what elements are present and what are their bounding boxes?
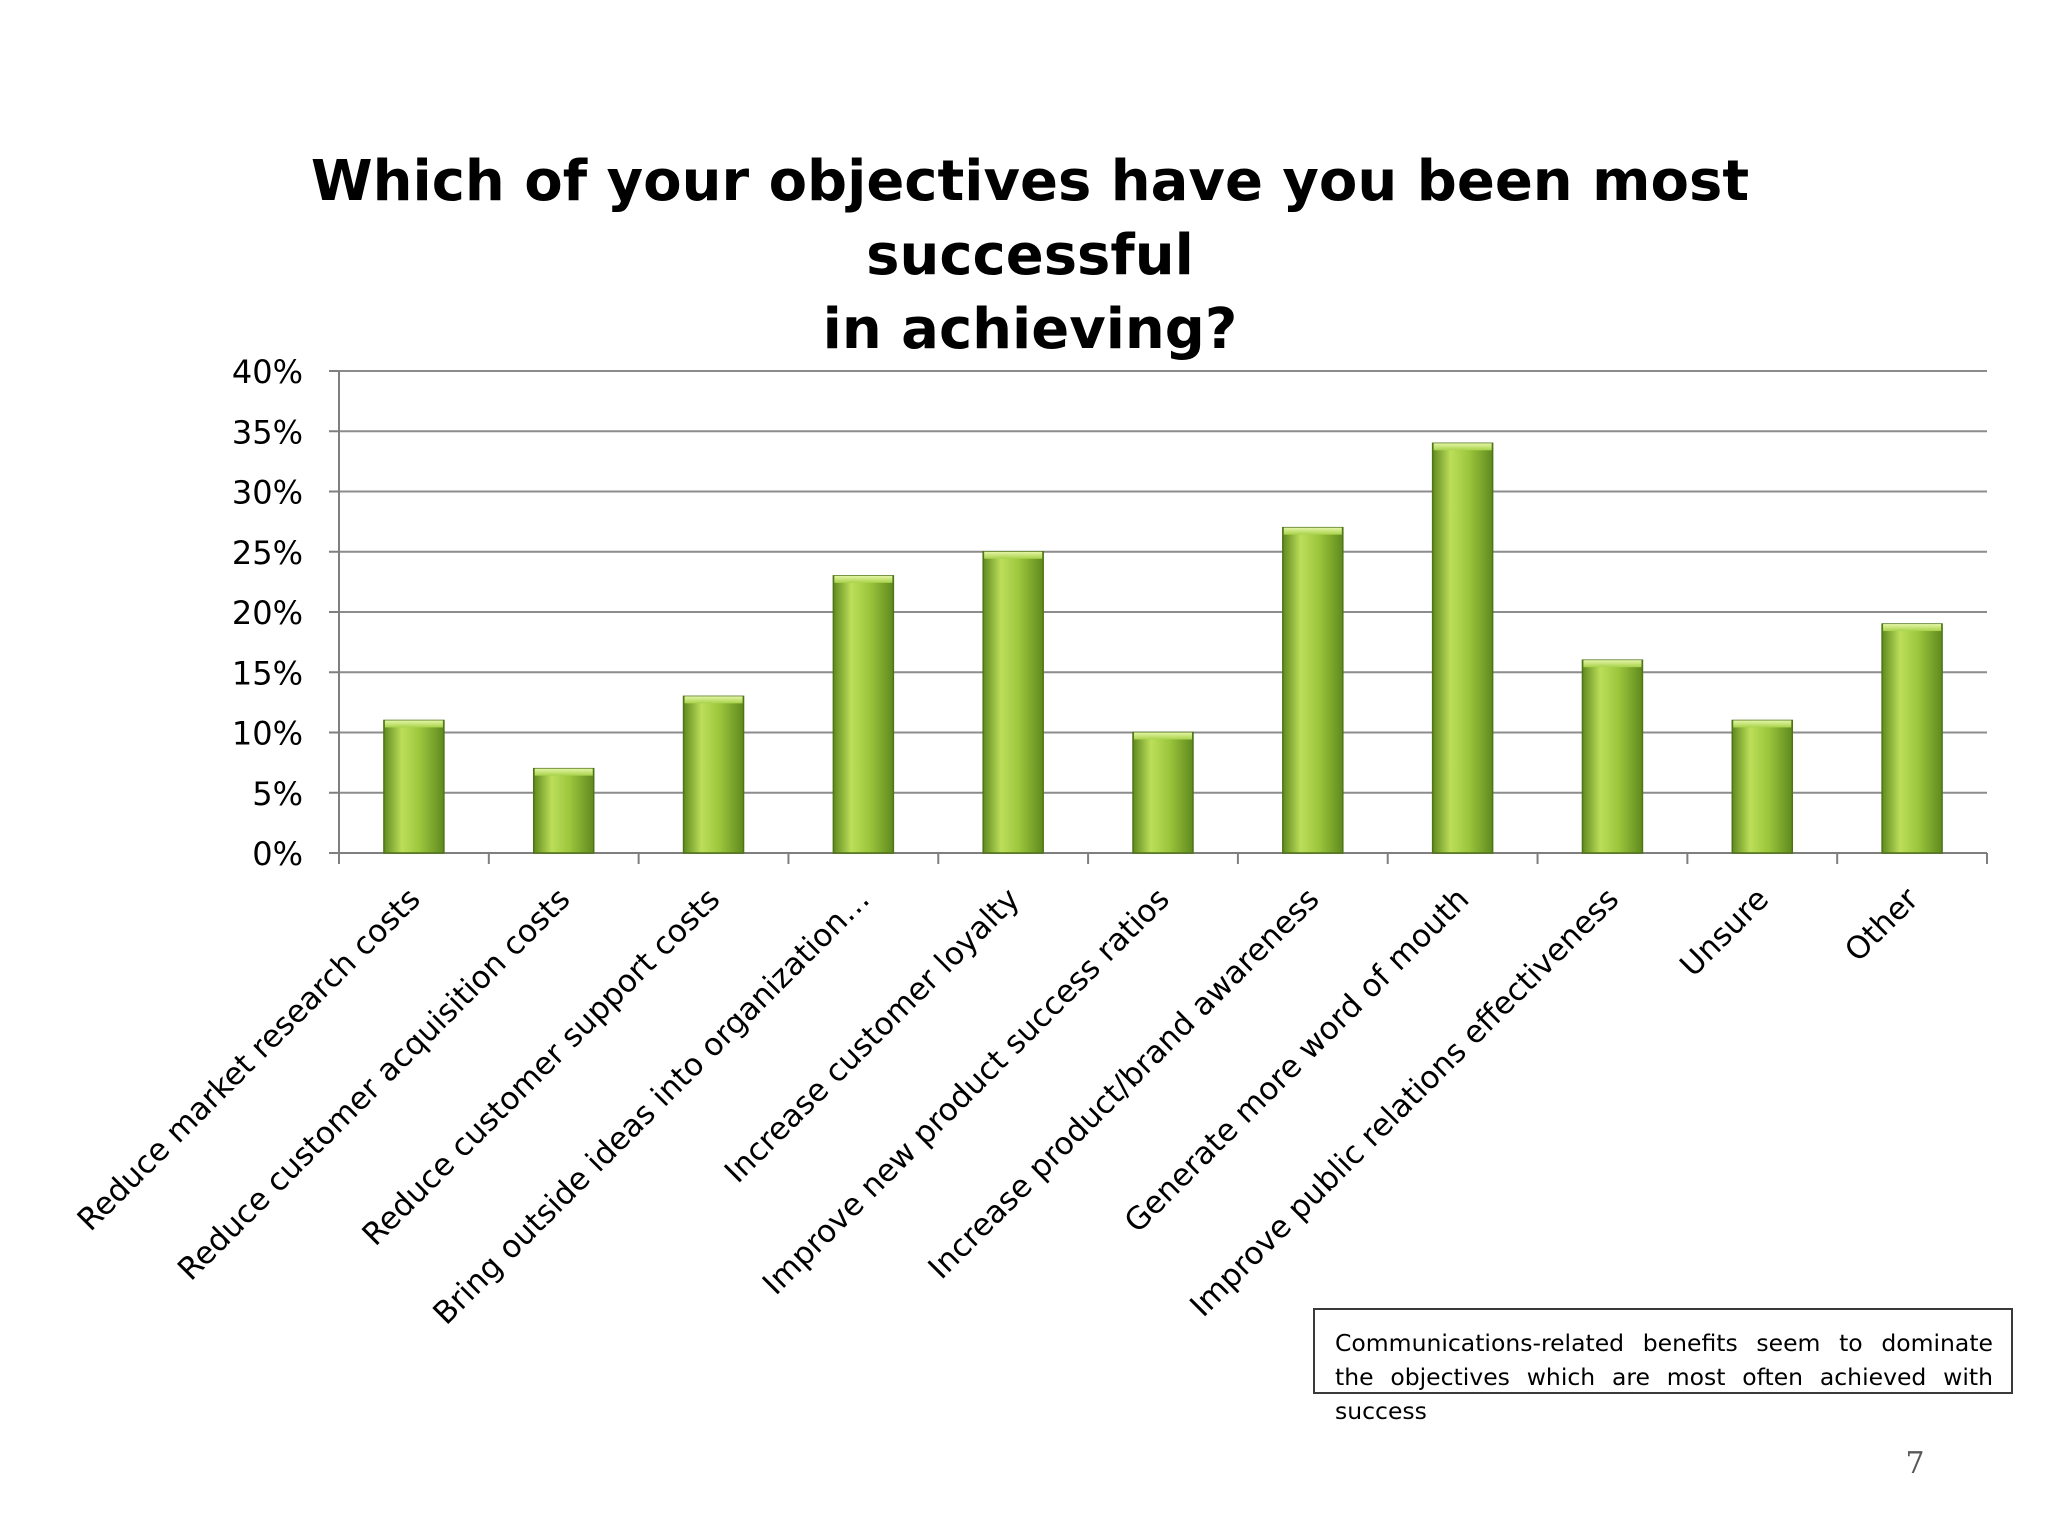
bar-cap	[1433, 443, 1492, 451]
bar-body	[383, 719, 445, 854]
y-axis-tick-label: 15%	[232, 654, 303, 692]
bar-cap	[384, 720, 443, 728]
y-axis-tick-label: 5%	[252, 775, 303, 813]
y-axis-tick-label: 25%	[232, 534, 303, 572]
bar	[982, 551, 1044, 854]
bar-cap	[984, 551, 1043, 559]
bar	[532, 767, 595, 854]
bar	[1581, 659, 1644, 854]
page-number: 7	[1905, 1446, 1925, 1481]
bar-body	[532, 767, 595, 854]
bar-body	[1431, 442, 1494, 854]
bar-cap	[1134, 732, 1192, 740]
bar-body	[832, 575, 895, 854]
bar-cap	[1283, 527, 1342, 535]
bar-cap	[534, 768, 593, 776]
bar-body	[982, 551, 1044, 854]
bar-body	[1132, 731, 1194, 854]
bar	[1731, 719, 1794, 854]
x-axis-tick-label: Unsure	[1673, 881, 1776, 984]
y-axis-tick-label: 20%	[232, 594, 303, 632]
bar-body	[1881, 623, 1943, 854]
bar-cap	[834, 575, 893, 583]
y-axis-tick-label: 10%	[232, 715, 303, 753]
chart-title: Which of your objectives have you been m…	[230, 145, 1830, 367]
bar	[1282, 526, 1344, 854]
bar-cap	[1733, 720, 1792, 728]
y-axis-tick-label: 0%	[252, 835, 303, 873]
bar-body	[682, 695, 745, 854]
y-axis-tick-label: 30%	[232, 474, 303, 512]
bar	[832, 575, 895, 854]
bar-cap	[1883, 624, 1942, 632]
annotation-note-text: Communications-related benefits seem to …	[1335, 1329, 1993, 1425]
bar	[1431, 442, 1494, 854]
y-axis-tick-label: 40%	[232, 353, 303, 391]
gridlines	[339, 370, 1987, 794]
bar	[1132, 731, 1194, 854]
bar-body	[1731, 719, 1794, 854]
annotation-note-box: Communications-related benefits seem to …	[1313, 1308, 2013, 1425]
x-axis-tick-label: Increase customer loyalty	[718, 881, 1027, 1190]
chart-title-line-2: in achieving?	[822, 297, 1238, 362]
bar	[682, 695, 745, 854]
y-axis-tick-labels: 0% 5% 10% 15% 20% 25% 30% 35% 40%	[232, 353, 303, 873]
bars	[383, 442, 1943, 854]
bar-body	[1581, 659, 1644, 854]
chart-title-line-1: Which of your objectives have you been m…	[310, 149, 1750, 288]
y-axis-tick-label: 35%	[232, 413, 303, 451]
bar-cap	[684, 696, 743, 704]
bar-cap	[1583, 660, 1642, 668]
bar-body	[1282, 526, 1344, 854]
x-axis-tick-label: Other	[1838, 881, 1926, 969]
bar	[383, 719, 445, 854]
bar	[1881, 623, 1943, 854]
